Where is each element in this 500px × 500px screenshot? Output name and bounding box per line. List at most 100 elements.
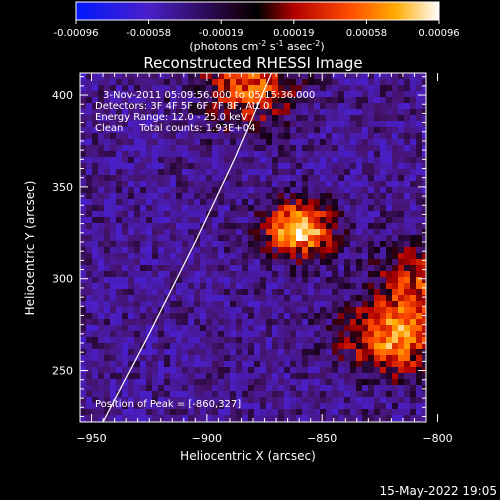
heatmap-pixel bbox=[296, 79, 302, 85]
heatmap-pixel bbox=[290, 385, 296, 391]
heatmap-pixel bbox=[356, 361, 362, 367]
heatmap-pixel bbox=[176, 205, 182, 211]
heatmap-pixel bbox=[344, 301, 350, 307]
heatmap-pixel bbox=[356, 295, 362, 301]
heatmap-pixel bbox=[302, 139, 308, 145]
heatmap-pixel bbox=[206, 103, 212, 109]
heatmap-pixel bbox=[164, 121, 170, 127]
heatmap-pixel bbox=[104, 295, 110, 301]
heatmap-pixel bbox=[116, 247, 122, 253]
heatmap-pixel bbox=[170, 109, 176, 115]
heatmap-pixel bbox=[164, 349, 170, 355]
heatmap-pixel bbox=[314, 367, 320, 373]
heatmap-pixel bbox=[182, 373, 188, 379]
heatmap-pixel bbox=[110, 187, 116, 193]
heatmap-pixel bbox=[170, 319, 176, 325]
heatmap-pixel bbox=[344, 235, 350, 241]
heatmap-pixel bbox=[92, 319, 98, 325]
heatmap-pixel bbox=[134, 403, 140, 409]
heatmap-pixel bbox=[104, 289, 110, 295]
heatmap-pixel bbox=[296, 151, 302, 157]
heatmap-pixel bbox=[272, 271, 278, 277]
heatmap-pixel bbox=[260, 97, 266, 103]
heatmap-pixel bbox=[296, 163, 302, 169]
heatmap-pixel bbox=[170, 253, 176, 259]
heatmap-pixel bbox=[224, 307, 230, 313]
heatmap-pixel bbox=[242, 127, 248, 133]
heatmap-pixel bbox=[176, 373, 182, 379]
heatmap-pixel bbox=[272, 283, 278, 289]
heatmap-pixel bbox=[110, 319, 116, 325]
heatmap-pixel bbox=[242, 265, 248, 271]
footer-date: 15-May-2022 19:05 bbox=[380, 484, 497, 498]
heatmap-pixel bbox=[146, 319, 152, 325]
heatmap-pixel bbox=[338, 187, 344, 193]
heatmap-pixel bbox=[92, 103, 98, 109]
heatmap-pixel bbox=[218, 271, 224, 277]
heatmap-pixel bbox=[284, 373, 290, 379]
heatmap-pixel bbox=[242, 157, 248, 163]
heatmap-pixel bbox=[380, 115, 386, 121]
heatmap-pixel bbox=[86, 277, 92, 283]
heatmap-pixel bbox=[368, 235, 374, 241]
heatmap-pixel bbox=[284, 241, 290, 247]
heatmap-pixel bbox=[296, 337, 302, 343]
heatmap-pixel bbox=[422, 103, 426, 109]
heatmap-pixel bbox=[122, 73, 128, 79]
heatmap-pixel bbox=[206, 277, 212, 283]
heatmap-pixel bbox=[368, 247, 374, 253]
heatmap-pixel bbox=[338, 217, 344, 223]
heatmap-pixel bbox=[350, 343, 356, 349]
heatmap-pixel bbox=[98, 337, 104, 343]
heatmap-pixel bbox=[266, 247, 272, 253]
heatmap-pixel bbox=[200, 145, 206, 151]
heatmap-pixel bbox=[140, 319, 146, 325]
heatmap-pixel bbox=[116, 97, 122, 103]
heatmap-pixel bbox=[254, 247, 260, 253]
heatmap-pixel bbox=[92, 337, 98, 343]
heatmap-pixel bbox=[368, 319, 374, 325]
heatmap-pixel bbox=[116, 403, 122, 409]
heatmap-pixel bbox=[152, 289, 158, 295]
heatmap-pixel bbox=[92, 247, 98, 253]
heatmap-pixel bbox=[224, 247, 230, 253]
heatmap-pixel bbox=[290, 139, 296, 145]
heatmap-pixel bbox=[98, 415, 104, 421]
heatmap-pixel bbox=[416, 169, 422, 175]
heatmap-pixel bbox=[80, 277, 86, 283]
heatmap-pixel bbox=[386, 175, 392, 181]
heatmap-pixel bbox=[374, 223, 380, 229]
heatmap-pixel bbox=[242, 235, 248, 241]
heatmap-pixel bbox=[314, 271, 320, 277]
heatmap-pixel bbox=[140, 331, 146, 337]
heatmap-pixel bbox=[164, 301, 170, 307]
heatmap-pixel bbox=[152, 265, 158, 271]
heatmap-pixel bbox=[116, 85, 122, 91]
heatmap-pixel bbox=[266, 229, 272, 235]
heatmap-pixel bbox=[206, 361, 212, 367]
heatmap-pixel bbox=[188, 295, 194, 301]
heatmap-pixel bbox=[98, 97, 104, 103]
heatmap-pixel bbox=[200, 403, 206, 409]
heatmap-pixel bbox=[206, 253, 212, 259]
heatmap-pixel bbox=[272, 253, 278, 259]
heatmap-pixel bbox=[278, 379, 284, 385]
heatmap-pixel bbox=[404, 361, 410, 367]
clean-total-counts-text: Clean Total counts: 1.93E+04 bbox=[95, 123, 255, 134]
heatmap-pixel bbox=[368, 361, 374, 367]
heatmap-pixel bbox=[134, 289, 140, 295]
heatmap-pixel bbox=[386, 205, 392, 211]
heatmap-pixel bbox=[404, 109, 410, 115]
heatmap-pixel bbox=[230, 97, 236, 103]
heatmap-pixel bbox=[374, 355, 380, 361]
heatmap-pixel bbox=[152, 277, 158, 283]
heatmap-pixel bbox=[368, 151, 374, 157]
heatmap-pixel bbox=[140, 151, 146, 157]
heatmap-pixel bbox=[146, 277, 152, 283]
heatmap-pixel bbox=[236, 193, 242, 199]
heatmap-pixel bbox=[212, 205, 218, 211]
heatmap-pixel bbox=[86, 193, 92, 199]
heatmap-pixel bbox=[98, 409, 104, 415]
heatmap-pixel bbox=[326, 415, 332, 421]
heatmap-pixel bbox=[266, 193, 272, 199]
